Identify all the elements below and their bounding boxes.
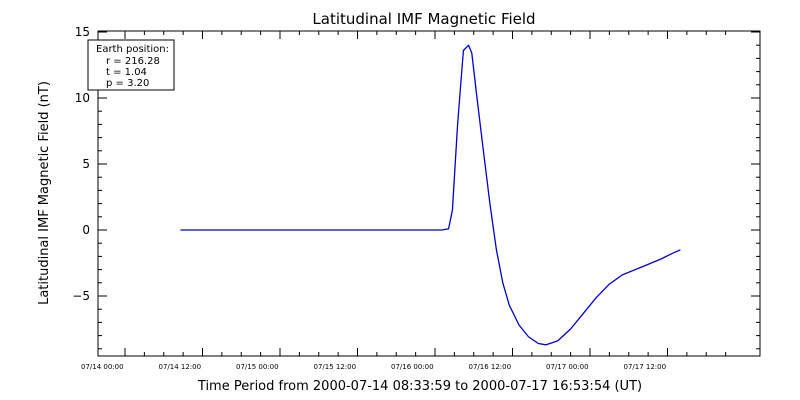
earth-position-t: t = 1.04 [106,67,147,78]
earth-position-p: p = 3.20 [106,78,149,89]
y-tick-label: 5 [82,157,90,171]
plot-frame [97,30,761,357]
x-tick-label: 07/15 00:00 [236,363,279,371]
x-tick-label: 07/17 12:00 [624,363,667,371]
earth-position-box: Earth position: r = 216.28 t = 1.04 p = … [87,39,175,91]
chart-title: Latitudinal IMF Magnetic Field [312,10,535,28]
y-tick-label: 0 [82,223,90,237]
earth-position-frame [87,39,175,91]
series-line-0 [180,44,681,346]
series-layer [180,44,681,346]
x-tick-label: 07/17 00:00 [546,363,589,371]
x-axis: 07/14 00:00 07/14 12:00 07/15 00:00 07/15 1… [81,31,727,371]
x-tick-label: 07/14 00:00 [81,363,124,371]
x-axis-label: Time Period from 2000-07-14 08:33:59 to … [197,379,642,394]
y-tick-label: −5 [72,289,90,303]
x-tick-label: 07/15 12:00 [314,363,357,371]
x-tick-label: 07/16 12:00 [469,363,512,371]
y-tick-label: 10 [75,91,90,105]
y-tick-label: 15 [75,25,90,39]
earth-position-heading: Earth position: [96,44,169,55]
earth-position-r: r = 216.28 [106,56,160,67]
y-axis-label: Latitudinal IMF Magnetic Field (nT) [37,81,52,305]
x-tick-label: 07/16 00:00 [391,363,434,371]
y-axis: 15 10 5 0 −5 [72,25,760,350]
x-tick-label: 07/14 12:00 [159,363,202,371]
